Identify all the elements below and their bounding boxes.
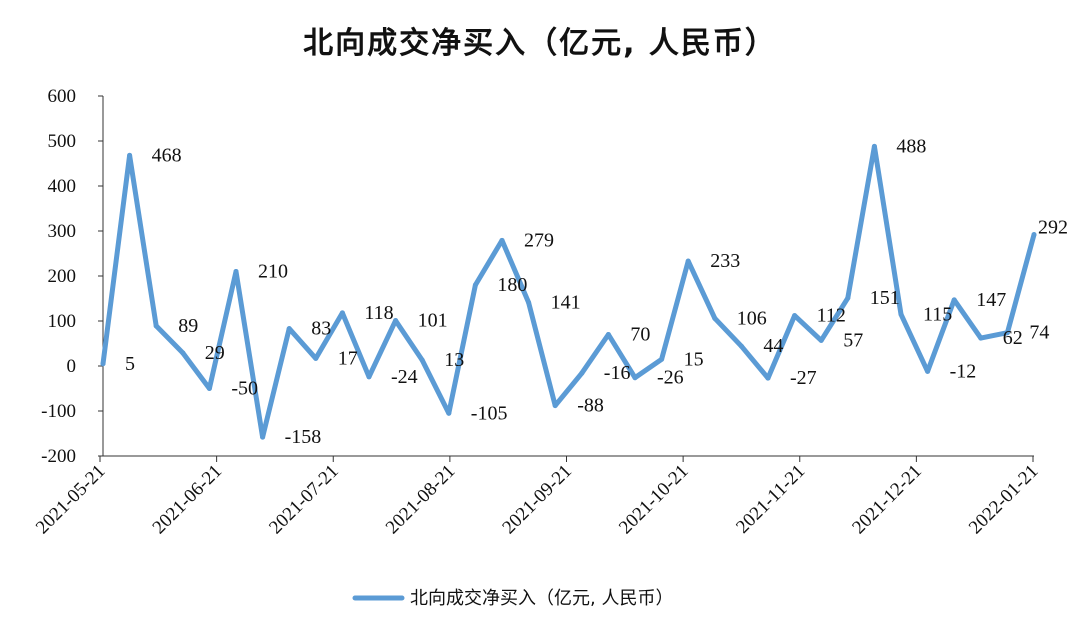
- data-label: 13: [444, 349, 464, 371]
- data-point: [659, 356, 665, 362]
- data-label: 115: [923, 303, 952, 325]
- data-label: 89: [178, 315, 198, 337]
- data-point: [951, 297, 957, 303]
- data-point: [419, 357, 425, 363]
- data-label: 62: [1003, 327, 1023, 349]
- data-label: 292: [1038, 217, 1068, 239]
- data-point: [233, 269, 239, 274]
- data-point: [685, 258, 691, 264]
- data-point: [552, 403, 558, 409]
- data-label: -50: [231, 378, 258, 400]
- data-point: [579, 370, 585, 376]
- data-label: -88: [577, 395, 604, 417]
- data-label: 74: [1029, 322, 1049, 344]
- x-tick-label: 2021-05-21: [32, 461, 110, 539]
- data-label: 70: [630, 324, 650, 346]
- data-point: [1004, 330, 1010, 336]
- data-point: [127, 152, 133, 158]
- data-label: -12: [950, 360, 977, 382]
- data-label: 151: [870, 287, 900, 309]
- data-label: 5: [125, 353, 135, 375]
- y-tick-label: -100: [41, 401, 76, 422]
- data-label: 106: [737, 307, 767, 329]
- data-point: [765, 375, 771, 381]
- data-label: -158: [285, 426, 322, 448]
- data-label: 210: [258, 261, 288, 283]
- x-tick-label: 2021-07-21: [265, 461, 343, 539]
- data-label: -16: [604, 362, 631, 384]
- data-label: 279: [524, 229, 554, 251]
- data-point: [339, 310, 345, 316]
- data-label: -24: [391, 366, 418, 388]
- y-tick-label: -200: [41, 446, 76, 467]
- y-tick-label: 500: [48, 131, 77, 152]
- data-label: 141: [551, 292, 581, 314]
- x-tick-label: 2021-06-21: [149, 461, 227, 539]
- data-label: 180: [497, 274, 527, 296]
- data-point: [446, 410, 452, 416]
- data-point: [206, 386, 212, 391]
- data-point: [712, 315, 718, 321]
- data-label: 83: [311, 318, 331, 340]
- data-label: 17: [338, 347, 358, 369]
- y-tick-label: 600: [48, 86, 77, 107]
- data-label: 233: [710, 250, 740, 272]
- x-tick-label: 2021-08-21: [382, 461, 460, 539]
- data-point: [393, 318, 399, 324]
- data-label: -26: [657, 367, 684, 389]
- x-tick-label: 2021-12-21: [848, 461, 926, 539]
- data-point: [871, 143, 877, 149]
- data-point: [632, 375, 638, 381]
- data-label: 468: [152, 144, 182, 166]
- x-tick-label: 2021-10-21: [615, 461, 693, 539]
- data-point: [978, 335, 984, 341]
- legend-label: 北向成交净买入（亿元, 人民币）: [410, 588, 673, 609]
- data-point: [1031, 232, 1037, 238]
- y-tick-label: 300: [48, 221, 77, 242]
- data-label: 112: [817, 305, 846, 327]
- data-point: [286, 326, 292, 332]
- data-point: [792, 313, 798, 319]
- chart-title: 北向成交净买入（亿元, 人民币）: [303, 26, 777, 61]
- data-label: 57: [843, 329, 863, 351]
- data-point: [526, 300, 532, 306]
- data-label: 118: [364, 302, 393, 324]
- y-tick-label: 0: [67, 356, 77, 377]
- data-point: [472, 282, 478, 288]
- data-point: [100, 361, 106, 367]
- data-point: [898, 311, 904, 317]
- data-point: [313, 355, 319, 361]
- data-point: [818, 337, 824, 343]
- data-point: [925, 368, 931, 374]
- data-label: -27: [790, 367, 817, 389]
- data-point: [180, 350, 186, 356]
- x-tick-label: 2021-11-21: [732, 461, 809, 538]
- y-tick-label: 400: [48, 176, 77, 197]
- data-point: [499, 237, 505, 243]
- y-tick-label: 100: [48, 311, 77, 332]
- data-label: 488: [896, 135, 926, 157]
- data-point: [605, 332, 611, 337]
- data-point: [260, 434, 266, 440]
- data-point: [153, 323, 159, 329]
- data-label: 147: [976, 289, 1006, 311]
- data-label: 29: [205, 342, 225, 364]
- data-point: [845, 295, 851, 301]
- data-point: [366, 374, 372, 380]
- data-label: 44: [763, 335, 783, 357]
- data-label: 15: [684, 348, 704, 370]
- data-point: [738, 343, 744, 349]
- y-tick-label: 200: [48, 266, 77, 287]
- data-label: -105: [471, 402, 508, 424]
- x-tick-label: 2021-09-21: [498, 461, 576, 539]
- x-tick-label: 2022-01-21: [965, 461, 1043, 539]
- series-line: [100, 143, 1037, 440]
- data-label: 101: [418, 310, 448, 332]
